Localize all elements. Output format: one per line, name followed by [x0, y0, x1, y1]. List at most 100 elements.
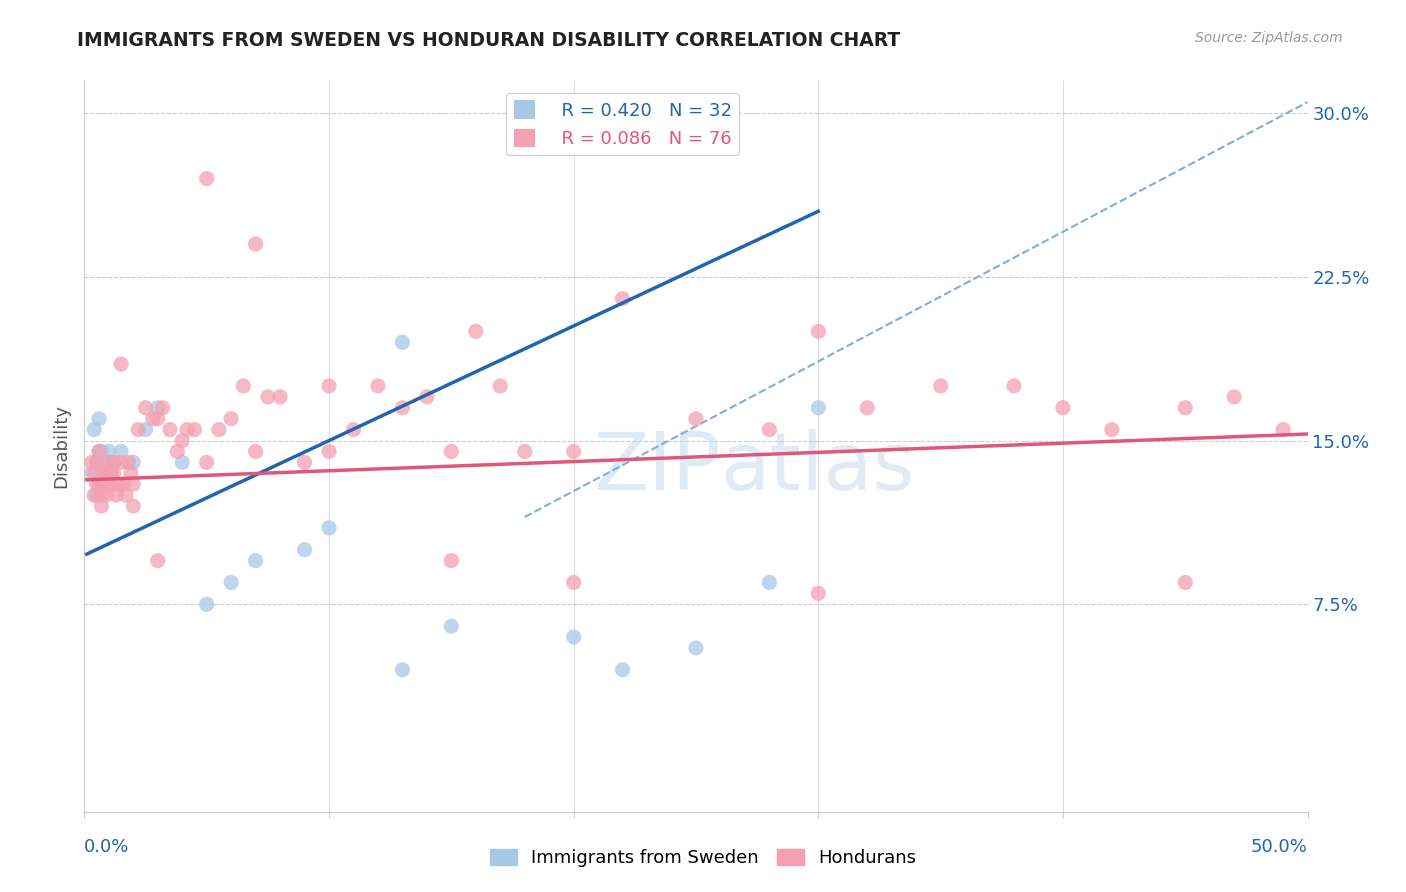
- Point: [117, 455, 139, 469]
- Point: [142, 411, 165, 425]
- Point: [159, 423, 181, 437]
- Point: [464, 324, 486, 338]
- Point: [856, 401, 879, 415]
- Point: [562, 444, 585, 458]
- Point: [440, 554, 463, 568]
- Point: [294, 455, 316, 469]
- Point: [122, 477, 145, 491]
- Point: [105, 488, 128, 502]
- Point: [86, 455, 108, 469]
- Point: [1174, 575, 1197, 590]
- Point: [294, 542, 316, 557]
- Point: [685, 640, 707, 655]
- Point: [97, 477, 120, 491]
- Point: [391, 401, 413, 415]
- Point: [562, 630, 585, 644]
- Point: [87, 444, 110, 458]
- Point: [612, 292, 634, 306]
- Point: [367, 379, 389, 393]
- Point: [115, 488, 138, 502]
- Point: [110, 444, 132, 458]
- Point: [758, 423, 780, 437]
- Point: [807, 586, 830, 600]
- Point: [97, 444, 120, 458]
- Legend:   R = 0.420   N = 32,   R = 0.086   N = 76: R = 0.420 N = 32, R = 0.086 N = 76: [506, 93, 740, 155]
- Point: [103, 455, 125, 469]
- Point: [489, 379, 512, 393]
- Legend: Immigrants from Sweden, Hondurans: Immigrants from Sweden, Hondurans: [482, 841, 924, 874]
- Point: [83, 488, 105, 502]
- Point: [166, 444, 188, 458]
- Point: [87, 477, 110, 491]
- Point: [105, 477, 128, 491]
- Point: [93, 467, 115, 481]
- Point: [87, 444, 110, 458]
- Point: [1223, 390, 1246, 404]
- Text: 50.0%: 50.0%: [1251, 838, 1308, 856]
- Point: [440, 444, 463, 458]
- Point: [1052, 401, 1074, 415]
- Point: [245, 444, 267, 458]
- Text: atlas: atlas: [720, 429, 915, 507]
- Point: [110, 357, 132, 371]
- Point: [232, 379, 254, 393]
- Point: [195, 597, 218, 611]
- Point: [513, 444, 536, 458]
- Point: [135, 423, 157, 437]
- Point: [758, 575, 780, 590]
- Point: [83, 467, 105, 481]
- Point: [86, 477, 108, 491]
- Point: [176, 423, 198, 437]
- Point: [97, 455, 120, 469]
- Point: [146, 554, 169, 568]
- Point: [90, 488, 112, 502]
- Point: [87, 411, 110, 425]
- Point: [318, 444, 340, 458]
- Point: [120, 467, 142, 481]
- Point: [172, 455, 194, 469]
- Point: [1101, 423, 1123, 437]
- Text: 0.0%: 0.0%: [84, 838, 129, 856]
- Point: [86, 455, 108, 469]
- Point: [245, 237, 267, 252]
- Point: [80, 455, 103, 469]
- Point: [100, 467, 122, 481]
- Text: ZIP: ZIP: [593, 429, 720, 507]
- Point: [96, 467, 118, 481]
- Point: [122, 455, 145, 469]
- Point: [391, 663, 413, 677]
- Point: [195, 455, 218, 469]
- Point: [245, 554, 267, 568]
- Point: [562, 575, 585, 590]
- Point: [183, 423, 205, 437]
- Point: [146, 401, 169, 415]
- Point: [440, 619, 463, 633]
- Point: [195, 171, 218, 186]
- Point: [80, 467, 103, 481]
- Point: [107, 477, 129, 491]
- Point: [1002, 379, 1025, 393]
- Point: [146, 411, 169, 425]
- Point: [612, 663, 634, 677]
- Point: [86, 488, 108, 502]
- Y-axis label: Disability: Disability: [52, 404, 70, 488]
- Point: [685, 411, 707, 425]
- Point: [807, 324, 830, 338]
- Point: [103, 467, 125, 481]
- Text: IMMIGRANTS FROM SWEDEN VS HONDURAN DISABILITY CORRELATION CHART: IMMIGRANTS FROM SWEDEN VS HONDURAN DISAB…: [77, 31, 901, 50]
- Point: [342, 423, 364, 437]
- Point: [152, 401, 174, 415]
- Point: [96, 455, 118, 469]
- Point: [318, 379, 340, 393]
- Point: [807, 401, 830, 415]
- Point: [96, 488, 118, 502]
- Point: [1174, 401, 1197, 415]
- Point: [127, 423, 149, 437]
- Point: [90, 444, 112, 458]
- Point: [219, 411, 242, 425]
- Point: [93, 477, 115, 491]
- Point: [103, 455, 125, 469]
- Text: Source: ZipAtlas.com: Source: ZipAtlas.com: [1195, 31, 1343, 45]
- Point: [416, 390, 439, 404]
- Point: [93, 467, 115, 481]
